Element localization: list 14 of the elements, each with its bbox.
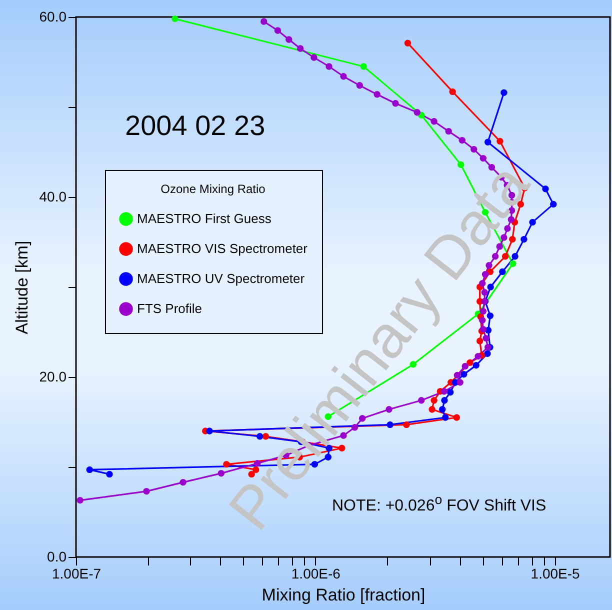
y-axis-title: Altitude [km] — [12, 240, 32, 334]
legend-label: MAESTRO VIS Spectrometer — [137, 241, 308, 256]
y-tick-label: 20.0 — [39, 368, 67, 384]
legend-title: Ozone Mixing Ratio — [160, 182, 266, 196]
x-axis-title: Mixing Ratio [fraction] — [262, 586, 426, 604]
y-tick-label: 40.0 — [39, 188, 67, 204]
annotation: 2004 02 23 — [125, 110, 266, 142]
legend-label: FTS Profile — [137, 301, 202, 316]
y-tick-label: 60.0 — [39, 8, 67, 24]
legend-label: MAESTRO First Guess — [137, 211, 272, 226]
x-tick-label: 1.00E-5 — [530, 566, 580, 582]
y-tick-label: 0.0 — [47, 548, 67, 564]
x-tick-label: 1.00E-7 — [52, 566, 102, 582]
x-tick-label: 1.00E-6 — [291, 566, 341, 582]
